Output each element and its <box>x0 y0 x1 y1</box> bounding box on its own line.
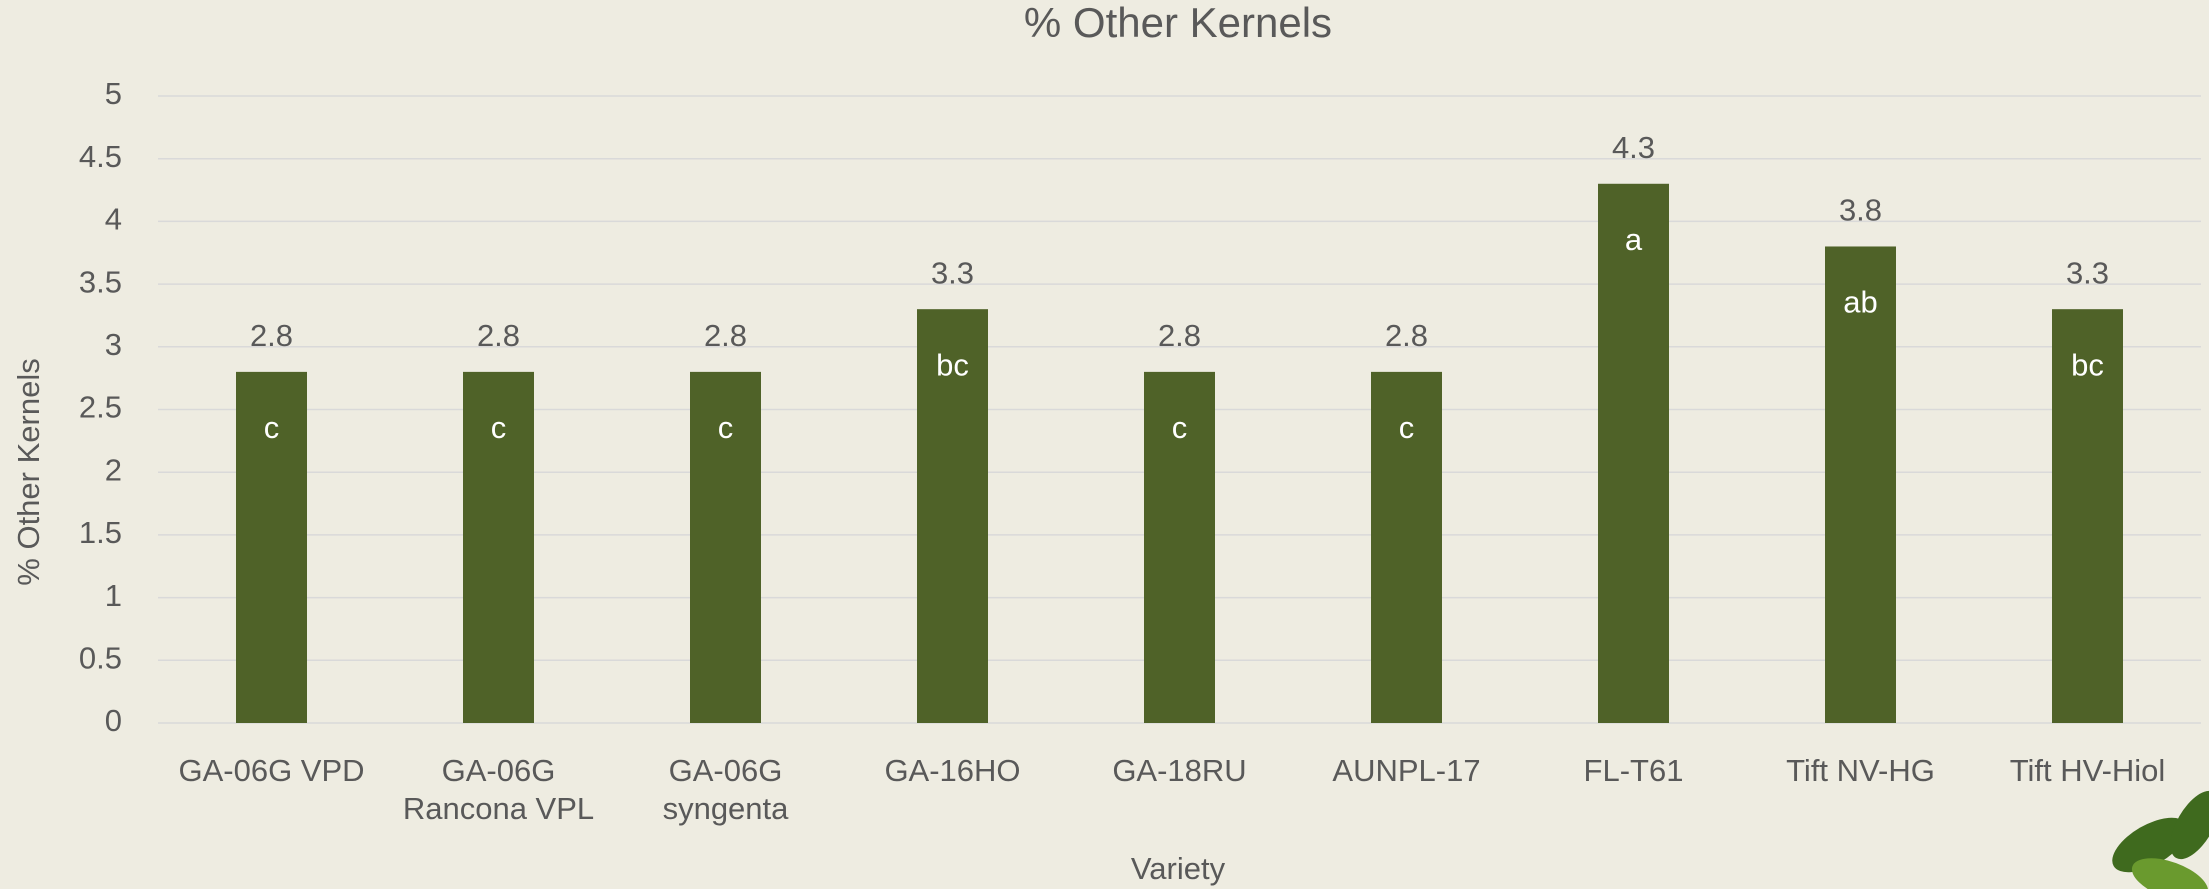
data-label: 2.8 <box>477 318 520 353</box>
x-tick-label: FL-T61 <box>1526 752 1741 790</box>
x-tick-label: GA-06G syngenta <box>618 752 833 828</box>
significance-letter: c <box>264 410 280 445</box>
y-tick-label: 1.5 <box>79 515 122 550</box>
significance-letter: ab <box>1843 285 1877 320</box>
y-tick-label: 0 <box>105 703 122 738</box>
leaf-decoration <box>2104 783 2209 889</box>
x-tick-label: GA-16HO <box>845 752 1060 790</box>
data-label: 2.8 <box>704 318 747 353</box>
y-axis-label: % Other Kernels <box>11 358 46 585</box>
x-tick-label: GA-06G VPD <box>164 752 379 790</box>
y-tick-label: 3.5 <box>79 264 122 299</box>
bar <box>1598 184 1669 723</box>
y-tick-label: 1 <box>105 578 122 613</box>
data-label: 3.3 <box>2066 255 2109 290</box>
significance-letter: c <box>718 410 734 445</box>
y-tick-label: 0.5 <box>79 640 122 675</box>
data-label: 2.8 <box>1385 318 1428 353</box>
y-tick-label: 5 <box>105 76 122 111</box>
x-tick-label: GA-18RU <box>1072 752 1287 790</box>
y-tick-label: 2.5 <box>79 390 122 425</box>
x-tick-label: Tift HV-Hiol <box>1980 752 2195 790</box>
x-axis-label: Variety <box>1131 851 1226 886</box>
data-label: 2.8 <box>1158 318 1201 353</box>
data-label: 2.8 <box>250 318 293 353</box>
data-label: 3.3 <box>931 255 974 290</box>
chart-title: % Other Kernels <box>1024 0 1332 46</box>
y-tick-label: 4.5 <box>79 139 122 174</box>
y-tick-label: 4 <box>105 202 122 237</box>
data-label: 3.8 <box>1839 193 1882 228</box>
significance-letter: c <box>1172 410 1188 445</box>
significance-letter: a <box>1625 222 1643 257</box>
data-label: 4.3 <box>1612 130 1655 165</box>
y-tick-label: 3 <box>105 327 122 362</box>
significance-letter: bc <box>936 347 969 382</box>
x-tick-label: AUNPL-17 <box>1299 752 1514 790</box>
significance-letter: c <box>491 410 507 445</box>
x-tick-label: Tift NV-HG <box>1753 752 1968 790</box>
significance-letter: c <box>1399 410 1415 445</box>
y-tick-label: 2 <box>105 452 122 487</box>
x-tick-label: GA-06G Rancona VPL <box>391 752 606 828</box>
significance-letter: bc <box>2071 347 2104 382</box>
page: % Other Kernels % Other Kernels Variety … <box>0 0 2209 889</box>
